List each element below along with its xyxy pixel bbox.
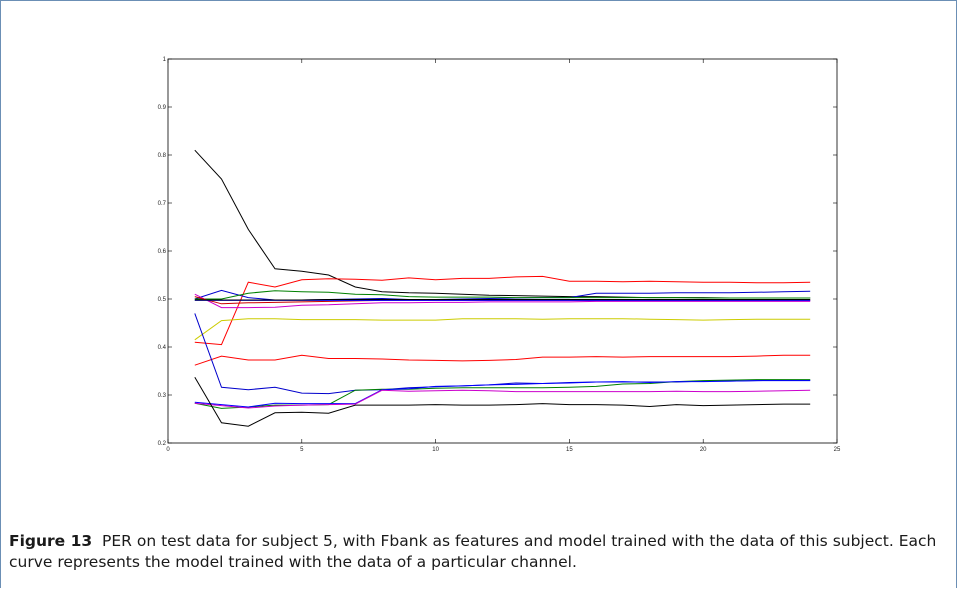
y-tick-label: 0.7 — [158, 201, 167, 207]
series-line-9 — [194, 299, 811, 301]
x-tick-label: 15 — [566, 447, 573, 453]
series-line-4 — [194, 290, 811, 300]
figure-caption: Figure 13 PER on test data for subject 5… — [9, 531, 954, 573]
line-chart: 0 5 10 15 20 25 0.2 0.3 0.4 0.5 0.6 0.7 0.8 0.9 1 — [158, 57, 841, 453]
caption-text: PER on test data for subject 5, with Fba… — [9, 532, 937, 571]
series-line-10 — [194, 354, 811, 366]
y-tick-label: 0.9 — [158, 105, 167, 111]
series-line-2 — [194, 275, 811, 346]
y-tick-label: 1 — [163, 57, 167, 63]
y-tick-label: 0.3 — [158, 393, 167, 399]
x-tick-label: 5 — [300, 447, 304, 453]
series-line-15 — [194, 376, 811, 427]
y-tick-label: 0.2 — [158, 441, 167, 447]
y-tick-label: 0.4 — [158, 345, 167, 351]
series-line-5 — [194, 293, 811, 309]
x-tick-label: 20 — [700, 447, 707, 453]
series-line-13 — [194, 380, 811, 408]
y-tick-label: 0.6 — [158, 249, 167, 255]
caption-label: Figure 13 — [9, 532, 93, 550]
y-tick-label: 0.8 — [158, 153, 167, 159]
x-tick-label: 0 — [166, 447, 170, 453]
series-line-6 — [194, 318, 811, 341]
x-tick-label: 10 — [432, 447, 439, 453]
x-tick-label: 25 — [834, 447, 841, 453]
y-tick-label: 0.5 — [158, 297, 167, 303]
plot-area — [167, 58, 838, 444]
series-line-14 — [194, 389, 811, 409]
